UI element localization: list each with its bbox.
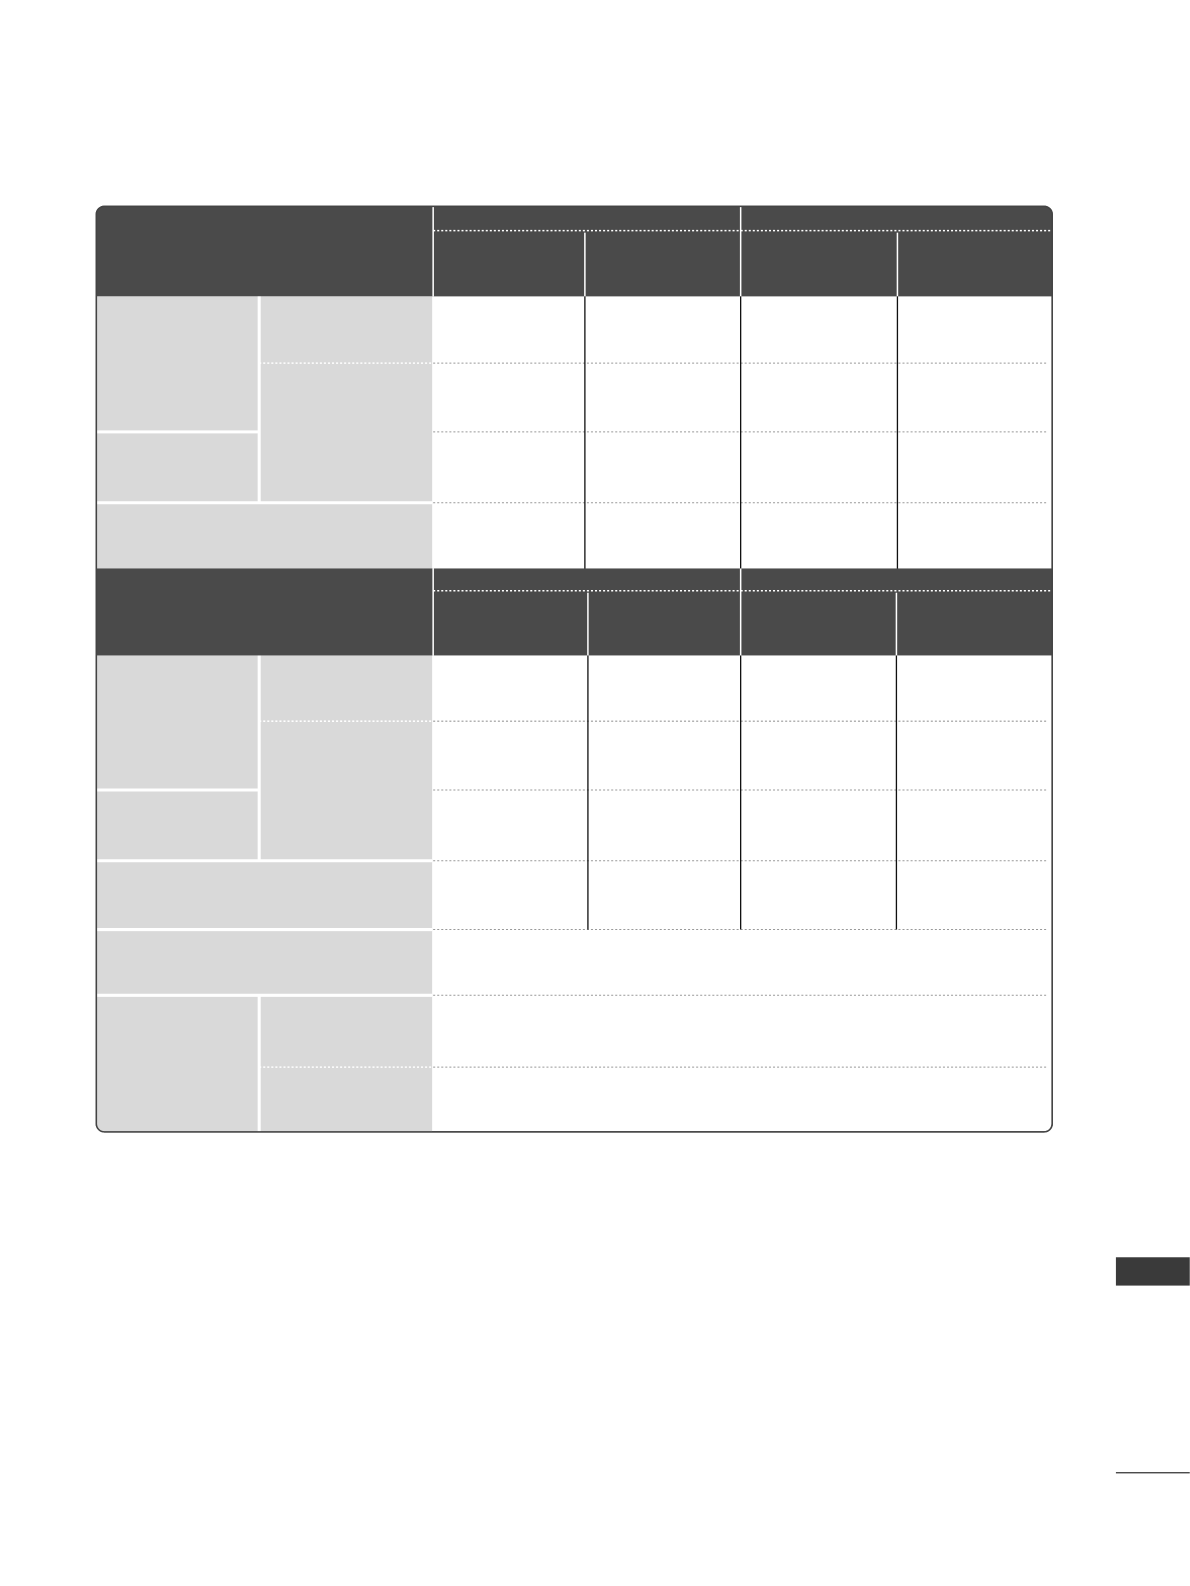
header-row (96, 206, 1053, 297)
table-border (95, 205, 1053, 1133)
section-tab (1115, 1257, 1190, 1286)
label-column (96, 655, 433, 1132)
header-row (96, 568, 1053, 656)
